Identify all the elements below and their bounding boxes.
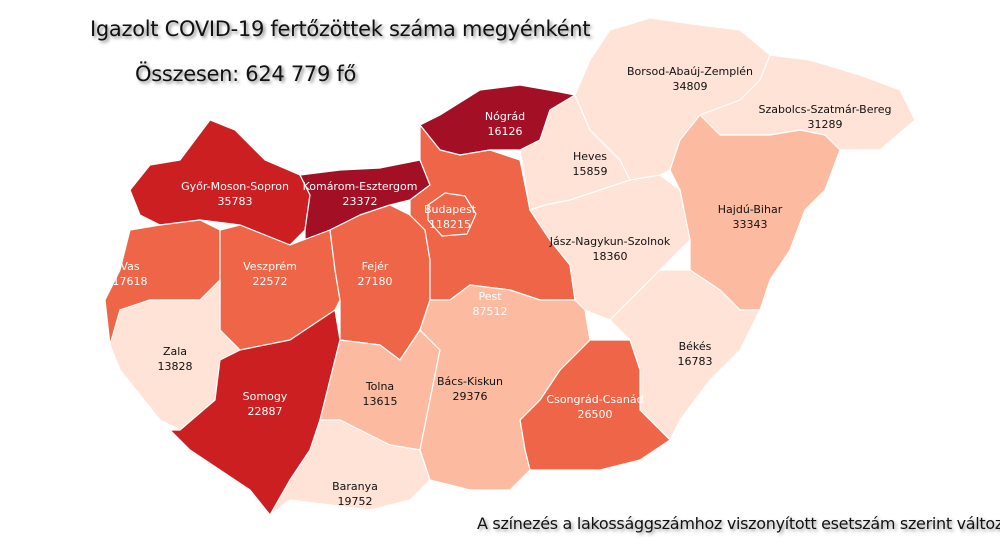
county-name-borsod-abauj-zemplen: Borsod-Abaúj-Zemplén (627, 65, 753, 78)
county-cases-bacs-kiskun: 29376 (453, 390, 488, 403)
coloring-note: A színezés a lakossággszámhoz viszonyíto… (477, 514, 1000, 533)
county-name-pest: Pest (478, 290, 502, 303)
county-cases-baranya: 19752 (338, 495, 373, 508)
county-name-jasz-nagykun-szolnok: Jász-Nagykun-Szolnok (549, 235, 671, 248)
county-cases-tolna: 13615 (363, 395, 398, 408)
county-cases-borsod-abauj-zemplen: 34809 (673, 80, 708, 93)
county-cases-bekes: 16783 (678, 355, 713, 368)
county-name-hajdu-bihar: Hajdú-Bihar (718, 203, 783, 216)
county-cases-veszprem: 22572 (253, 275, 288, 288)
county-name-bacs-kiskun: Bács-Kiskun (437, 375, 503, 388)
county-name-fejer: Fejér (362, 260, 389, 273)
county-name-veszprem: Veszprém (243, 260, 297, 273)
county-name-budapest: Budapest (424, 203, 477, 216)
county-cases-hajdu-bihar: 33343 (733, 218, 768, 231)
county-name-csongrad-csanad: Csongrád-Csanád (546, 393, 643, 406)
county-name-szabolcs-szatmar-bereg: Szabolcs-Szatmár-Bereg (758, 103, 891, 116)
county-cases-fejer: 27180 (358, 275, 393, 288)
county-cases-vas: 17618 (113, 275, 148, 288)
county-name-heves: Heves (573, 150, 607, 163)
county-name-komarom-esztergom: Komárom-Esztergom (303, 180, 418, 193)
county-name-tolna: Tolna (365, 380, 394, 393)
county-bacs-kiskun (419, 284, 591, 491)
map-title: Igazolt COVID-19 fertőzöttek száma megyé… (90, 17, 591, 41)
county-jasz-nagykun-szolnok (529, 174, 691, 321)
county-cases-somogy: 22887 (248, 405, 283, 418)
total-cases: Összesen: 624 779 fő (135, 62, 357, 86)
county-cases-nograd: 16126 (488, 125, 523, 138)
county-cases-szabolcs-szatmar-bereg: 31289 (808, 118, 843, 131)
county-name-baranya: Baranya (332, 480, 378, 493)
county-cases-budapest: 118215 (429, 218, 471, 231)
county-name-bekes: Békés (679, 340, 712, 353)
county-name-somogy: Somogy (243, 390, 288, 403)
county-cases-komarom-esztergom: 23372 (343, 195, 378, 208)
county-cases-heves: 15859 (573, 165, 608, 178)
county-cases-gyor-moson-sopron: 35783 (218, 195, 253, 208)
county-name-zala: Zala (163, 345, 187, 358)
county-name-gyor-moson-sopron: Győr-Moson-Sopron (181, 180, 289, 193)
county-cases-csongrad-csanad: 26500 (578, 408, 613, 421)
county-cases-zala: 13828 (158, 360, 193, 373)
county-baranya (269, 419, 431, 516)
county-cases-jasz-nagykun-szolnok: 18360 (593, 250, 628, 263)
county-name-vas: Vas (120, 260, 139, 273)
county-name-nograd: Nógrád (485, 110, 525, 123)
county-budapest (427, 192, 477, 237)
county-cases-pest: 87512 (473, 305, 508, 318)
